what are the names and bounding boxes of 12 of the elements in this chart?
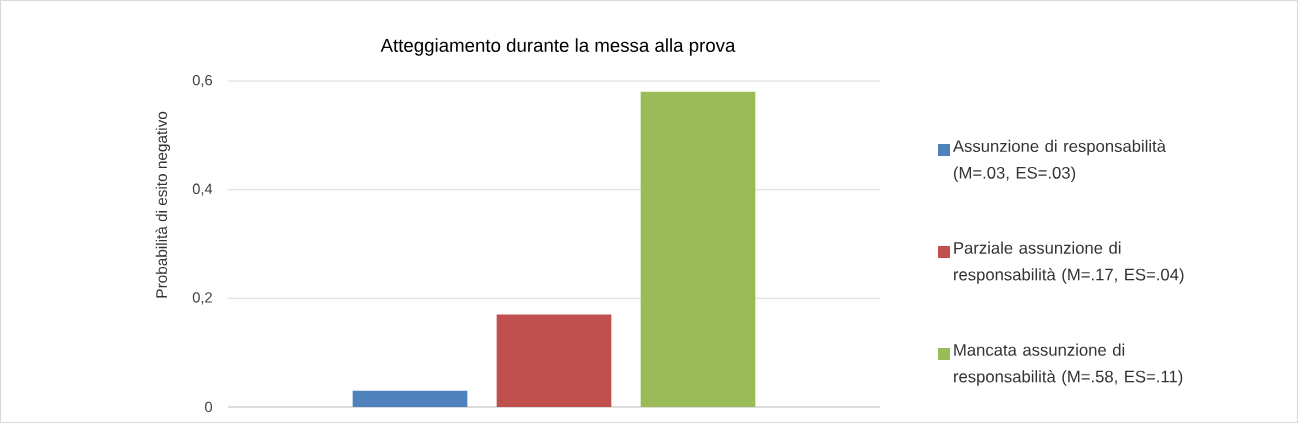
y-tick-label: 0 [205, 401, 213, 413]
bar [352, 390, 468, 407]
y-axis-title: Probabilità di esito negativo [155, 111, 171, 298]
y-tick-label: 0,4 [192, 183, 213, 196]
bar [640, 91, 756, 407]
legend-label: Mancata assunzione di responsabilità (M=.58, ES=.11) [954, 343, 1183, 386]
legend-label: Assunzione di responsabilità (M=.03, ES=.03) [952, 139, 1166, 182]
chart-title: Atteggiamento durante la messa alla prova [380, 38, 736, 56]
y-tick-label: 0,6 [192, 74, 212, 88]
bar [496, 314, 612, 407]
legend-label: Parziale assunzione di responsabilità (M=.17, ES=.04) [954, 241, 1184, 284]
y-tick-label: 0,2 [192, 292, 212, 305]
